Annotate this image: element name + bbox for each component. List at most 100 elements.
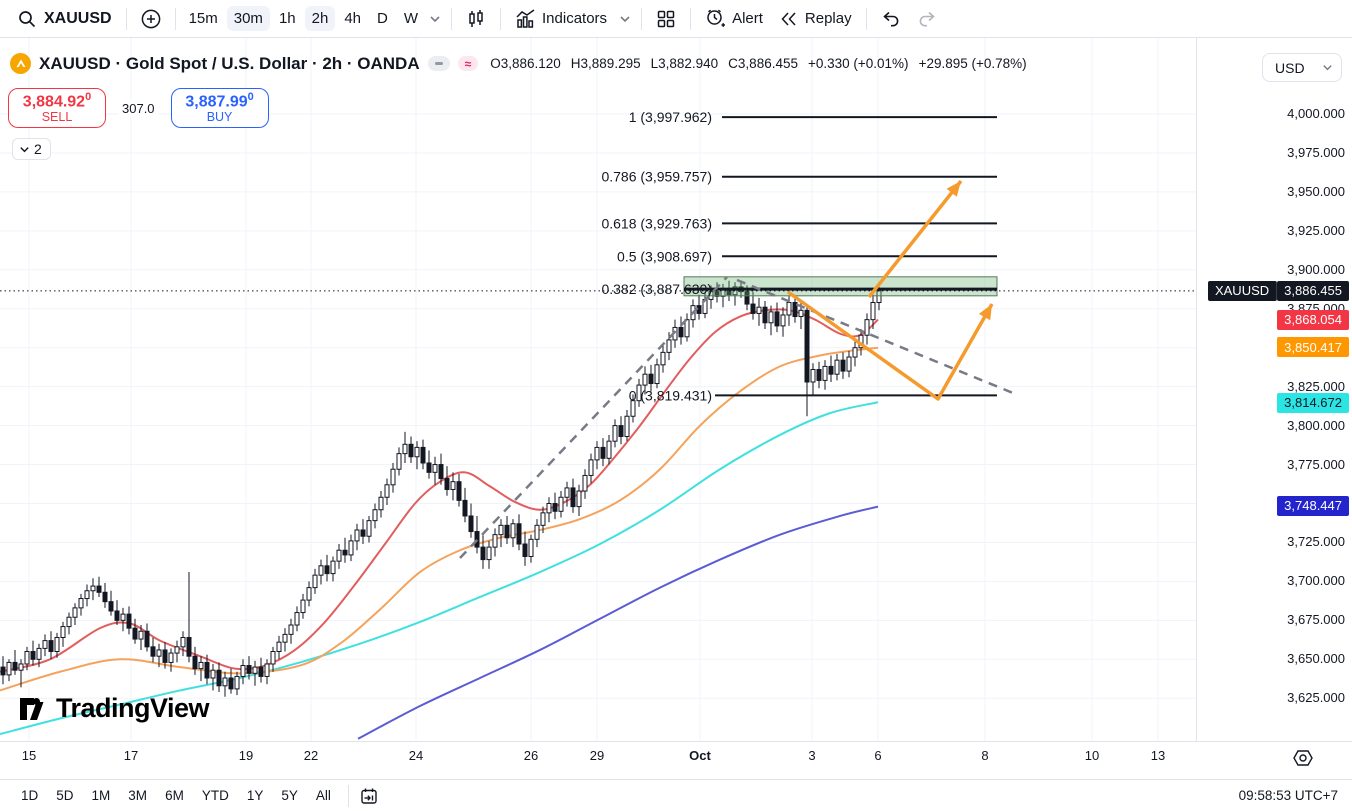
symbol-name-pill: XAUUSD	[1207, 280, 1278, 301]
fib-label-0: 0 (3,819.431)	[629, 387, 712, 403]
undo-button[interactable]	[873, 5, 909, 33]
range-5D[interactable]: 5D	[56, 788, 74, 803]
approx-values-badge[interactable]: ≈	[457, 56, 479, 71]
sell-button[interactable]: 3,884.920 SELL	[8, 88, 106, 128]
indicators-menu-button[interactable]	[615, 9, 635, 29]
alert-button[interactable]: Alert	[697, 4, 771, 33]
date-tick-29: 29	[589, 748, 605, 763]
arrowhead-icon	[978, 304, 992, 321]
date-tick-17: 17	[123, 748, 139, 763]
range-3M[interactable]: 3M	[128, 788, 148, 803]
timeframe-W[interactable]: W	[403, 10, 419, 27]
currency-label: USD	[1275, 59, 1305, 76]
symbol-title[interactable]: XAUUSD · Gold Spot / U.S. Dollar · 2h · …	[39, 53, 420, 73]
chevron-down-icon	[1323, 65, 1332, 71]
indicators-button[interactable]: Indicators	[507, 5, 615, 33]
buy-button[interactable]: 3,887.990 BUY	[170, 88, 269, 128]
ma-cyan[interactable]	[0, 401, 879, 736]
replay-button[interactable]: Replay	[771, 5, 860, 33]
price-label-pill: 3,850.417	[1277, 337, 1349, 358]
ma-value-label: 3,850.417	[1277, 337, 1349, 358]
arrowhead-icon	[946, 181, 961, 197]
price-tick: 3,950.000	[1287, 183, 1345, 199]
range-6M[interactable]: 6M	[165, 788, 184, 803]
indicators-icon	[516, 8, 535, 28]
price-tick: 3,775.000	[1287, 456, 1345, 472]
range-1D[interactable]: 1D	[21, 788, 39, 803]
currency-dropdown[interactable]: USD	[1262, 53, 1342, 82]
timeframe-2h[interactable]: 2h	[304, 6, 336, 31]
projection-arrow-1[interactable]	[867, 179, 963, 299]
buy-price: 3,887.99	[185, 93, 248, 111]
date-tick-26: 26	[523, 748, 539, 763]
symbol-search-button[interactable]: XAUUSD	[10, 6, 120, 32]
timeframe-4h[interactable]: 4h	[344, 10, 361, 27]
price-tick: 3,725.000	[1287, 534, 1345, 550]
tradingview-logo[interactable]: TradingView	[20, 693, 210, 724]
object-tree-badge[interactable]: 2	[12, 138, 51, 160]
date-tick-6: 6	[874, 748, 882, 763]
time-axis-settings-icon[interactable]	[1292, 747, 1314, 769]
ma-value-label: 3,868.054	[1277, 309, 1349, 330]
price-tick: 4,000.000	[1287, 106, 1345, 121]
candles	[0, 280, 882, 697]
supply-zone[interactable]	[683, 276, 998, 297]
drawings-count: 2	[34, 141, 42, 157]
date-tick-15: 15	[21, 748, 37, 763]
fib-retracement[interactable]: 1 (3,997.962) 0.786 (3,959.757) 0.618 (3,9…	[601, 109, 997, 403]
timeframe-1h[interactable]: 1h	[278, 10, 296, 27]
buy-label: BUY	[206, 110, 233, 125]
time-axis[interactable]: 15 17 19 22 24 26 29 Oct 3 6 8 10 13	[0, 741, 1352, 779]
price-tick: 3,975.000	[1287, 144, 1345, 160]
candlestick-chart[interactable]: 1 (3,997.962) 0.786 (3,959.757) 0.618 (3,9…	[0, 34, 1196, 741]
grid	[0, 34, 1196, 741]
timeframe-menu-button[interactable]	[425, 9, 445, 29]
price-tick: 3,825.000	[1287, 378, 1345, 394]
redo-button[interactable]	[909, 5, 945, 33]
open-value: O3,886.120	[490, 56, 561, 71]
timeframe-D[interactable]: D	[377, 10, 388, 27]
projection-arrow-2[interactable]	[786, 290, 994, 401]
price-axis[interactable]: 4,000.000 3,975.000 3,950.000 3,925.000 3,90…	[1196, 34, 1352, 741]
trendline-2[interactable]	[736, 278, 1014, 395]
plus-circle-icon	[141, 9, 160, 28]
range-5Y[interactable]: 5Y	[281, 788, 298, 803]
toolbar-divider	[174, 7, 176, 30]
symbol-info-row: XAUUSD · Gold Spot / U.S. Dollar · 2h · …	[10, 53, 1027, 74]
price-tick: 3,700.000	[1287, 573, 1345, 589]
layout-button[interactable]	[648, 5, 684, 33]
ma-blue[interactable]	[357, 505, 879, 740]
alert-clock-plus-icon	[707, 9, 726, 27]
price-label-pill: 3,814.672	[1277, 392, 1349, 413]
toolbar-divider	[500, 7, 502, 30]
redo-icon	[919, 11, 935, 26]
toolbar-divider	[865, 7, 867, 30]
chart-style-button[interactable]	[458, 5, 494, 33]
toolbar-divider	[641, 7, 643, 30]
fib-label-0.618: 0.618 (3,929.763)	[601, 215, 712, 231]
toolbar-divider	[690, 7, 692, 30]
range-1M[interactable]: 1M	[91, 788, 111, 803]
change-value: +0.330 (+0.01%)	[807, 56, 909, 71]
ma-red[interactable]	[0, 308, 879, 673]
range-All[interactable]: All	[315, 788, 331, 803]
timeframe-30m[interactable]: 30m	[226, 6, 270, 31]
bottom-toolbar: 1D 5D 1M 3M 6M YTD 1Y 5Y All 09:58:53 UTC+7	[0, 779, 1352, 811]
top-toolbar: XAUUSD 15m 30m 1h 2h 4h D W Indicators Al	[0, 0, 1352, 38]
go-to-date-icon[interactable]	[359, 786, 379, 806]
compare-add-button[interactable]	[133, 5, 169, 33]
indicators-label: Indicators	[542, 10, 608, 27]
range-YTD[interactable]: YTD	[201, 788, 229, 803]
clock-timestamp[interactable]: 09:58:53 UTC+7	[1238, 788, 1338, 803]
trendline-1[interactable]	[459, 276, 728, 559]
date-tick-10: 10	[1084, 748, 1100, 763]
sell-price: 3,884.92	[22, 93, 86, 111]
price-label-pill: 3,886.455	[1277, 280, 1349, 301]
date-tick-Oct: Oct	[689, 748, 711, 763]
timeframe-15m[interactable]: 15m	[188, 10, 218, 27]
range-1Y[interactable]: 1Y	[246, 788, 264, 803]
ma-orange[interactable]	[0, 346, 879, 692]
delayed-data-badge[interactable]	[427, 56, 450, 71]
trade-panel: 3,884.920 SELL 307.0 3,887.990 BUY	[8, 88, 269, 128]
toolbar-divider	[347, 784, 349, 807]
